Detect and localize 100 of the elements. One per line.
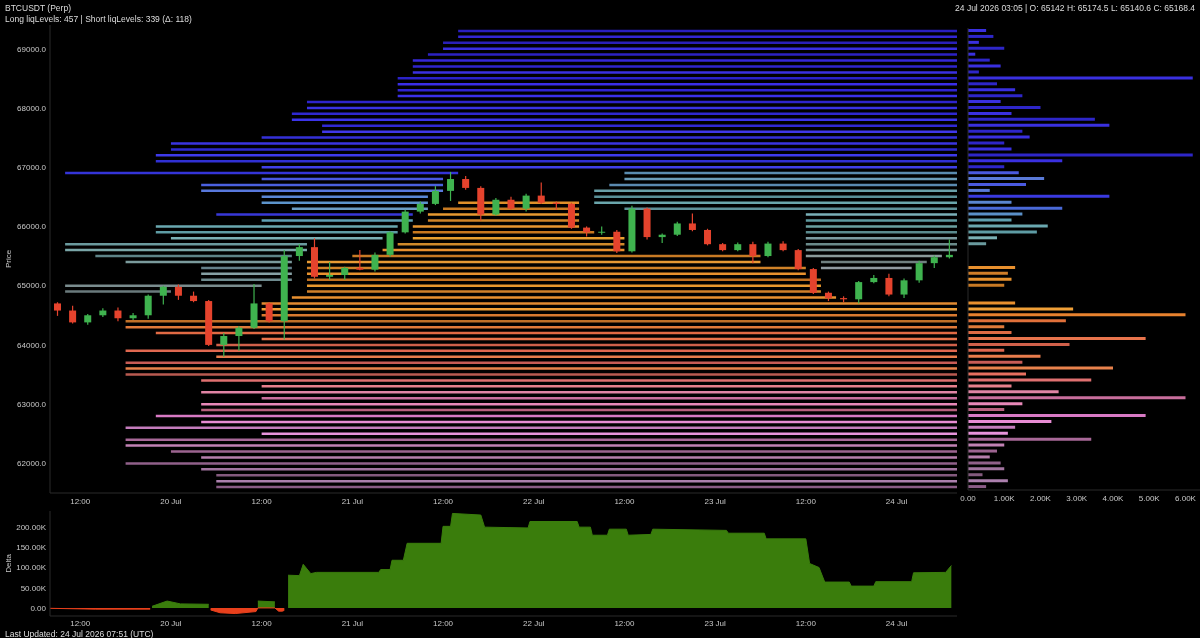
y-axis-title: Price — [3, 249, 13, 269]
x-tick-label: 24 Jul — [885, 618, 908, 628]
bar — [968, 437, 1092, 441]
bar — [968, 485, 987, 489]
bar — [968, 153, 1193, 157]
bar — [968, 123, 1110, 127]
x-tick-label: 12:00 — [433, 496, 454, 506]
bar — [968, 277, 1012, 281]
candlestick — [431, 185, 439, 206]
bar — [968, 372, 1026, 376]
y-tick-label: 200.00K — [16, 522, 47, 532]
y-tick-label: 0.00 — [30, 603, 47, 613]
x-tick-label: 23 Jul — [704, 496, 727, 506]
bar — [968, 177, 1045, 181]
bar — [968, 348, 1005, 352]
bar — [968, 473, 983, 477]
bar — [968, 82, 997, 86]
bar — [968, 449, 997, 453]
bar — [968, 40, 979, 44]
candlestick — [567, 202, 575, 230]
bar — [968, 408, 1005, 412]
y-tick-label: 69000.0 — [17, 44, 47, 54]
x-tick-label: 24 Jul — [885, 496, 908, 506]
x-tick-label: 5.00K — [1138, 493, 1161, 503]
candlestick — [447, 171, 455, 202]
bar — [968, 325, 1005, 329]
bar — [968, 141, 1005, 145]
y-axis-title: Delta — [3, 553, 13, 573]
bar — [968, 461, 1001, 465]
y-tick-label: 65000.0 — [17, 281, 47, 291]
y-tick-label: 62000.0 — [17, 459, 47, 469]
bar — [968, 301, 1016, 305]
x-tick-label: 12:00 — [795, 496, 817, 506]
y-tick-label: 50.00K — [20, 583, 47, 593]
x-tick-label: 12:00 — [251, 618, 273, 628]
chart-subtitle: Long liqLevels: 457 | Short liqLevels: 339 (Δ: 118) — [5, 14, 192, 25]
candlestick — [386, 230, 394, 258]
bar — [968, 29, 987, 32]
candlestick — [235, 325, 243, 352]
bar — [968, 242, 987, 246]
bar — [968, 467, 1005, 471]
bar — [968, 236, 997, 240]
bar — [968, 58, 990, 62]
x-tick-label: 21 Jul — [341, 618, 364, 628]
x-tick-label: 12:00 — [795, 618, 817, 628]
bar — [968, 218, 1012, 222]
bar — [968, 265, 1016, 269]
bar — [968, 194, 1110, 198]
candlestick — [613, 229, 621, 254]
x-tick-label: 23 Jul — [704, 618, 727, 628]
bar — [968, 64, 1001, 68]
x-tick-label: 4.00K — [1102, 493, 1125, 503]
candlestick — [915, 260, 923, 284]
bar — [968, 479, 1008, 483]
bar — [968, 129, 1023, 133]
x-tick-label: 3.00K — [1066, 493, 1088, 503]
candlestick — [855, 280, 863, 305]
candlestick — [220, 332, 228, 358]
bar — [968, 342, 1070, 346]
bar — [968, 171, 1019, 175]
bar — [968, 390, 1059, 394]
bar — [968, 159, 1063, 163]
x-tick-label: 2.00K — [1030, 493, 1052, 503]
bar — [968, 455, 990, 459]
y-tick-label: 100.00K — [16, 563, 47, 573]
bar — [968, 354, 1041, 358]
bar — [968, 337, 1146, 340]
x-tick-label: 12:00 — [70, 496, 91, 506]
bar — [968, 443, 1005, 447]
x-tick-label: 6.00K — [1175, 493, 1197, 503]
bar — [968, 313, 1186, 317]
candlestick — [749, 241, 757, 264]
bar — [968, 230, 1037, 234]
bar — [968, 111, 1012, 115]
bar — [968, 360, 1023, 364]
candlestick — [900, 277, 908, 299]
bar — [968, 94, 1023, 98]
bar — [968, 396, 1186, 400]
y-tick-label: 66000.0 — [17, 222, 47, 232]
bar — [968, 34, 994, 38]
bar — [968, 414, 1146, 417]
x-tick-label: 12:00 — [70, 618, 91, 628]
bar — [968, 271, 1008, 275]
x-tick-label: 1.00K — [993, 493, 1016, 503]
candlestick — [885, 273, 893, 297]
bar — [968, 378, 1092, 382]
bar — [968, 331, 1012, 335]
bar — [968, 402, 1023, 406]
bar — [968, 135, 1030, 139]
bar — [968, 88, 1016, 92]
y-tick-label: 68000.0 — [17, 103, 47, 113]
candlestick — [371, 251, 379, 273]
x-tick-label: 20 Jul — [160, 618, 182, 628]
bar — [968, 147, 1012, 151]
bar — [968, 419, 1052, 423]
x-tick-label: 21 Jul — [341, 496, 364, 506]
bar — [968, 117, 1095, 121]
y-tick-label: 63000.0 — [17, 399, 47, 409]
bar — [968, 188, 990, 192]
x-tick-label: 12:00 — [251, 496, 273, 506]
